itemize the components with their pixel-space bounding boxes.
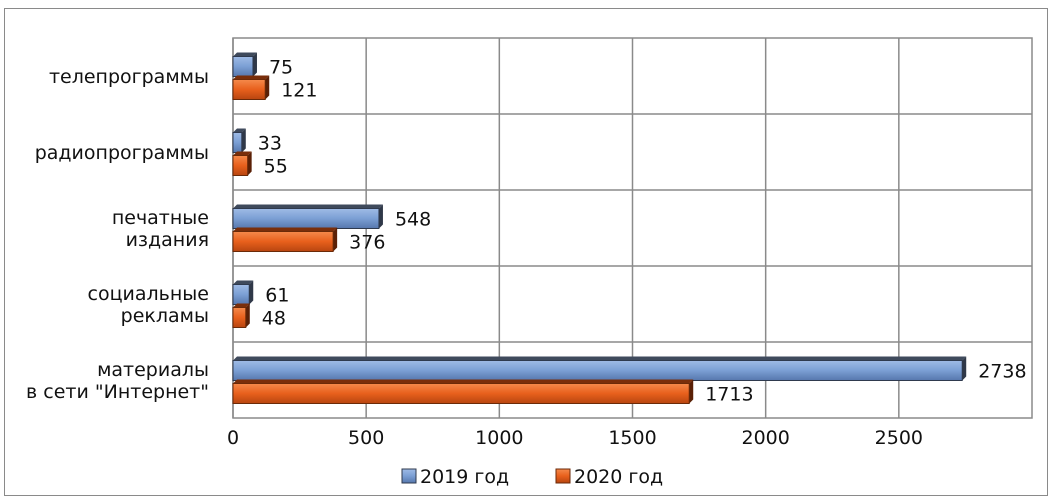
category-label: издания	[126, 229, 209, 251]
bar-2020	[232, 75, 270, 100]
x-tick-label: 500	[348, 427, 384, 449]
bar-top-face	[233, 280, 254, 285]
bar-side-face	[265, 75, 270, 100]
legend-label: 2020 год	[574, 466, 663, 488]
category-label: рекламы	[121, 305, 209, 327]
bar-top-face	[233, 52, 257, 57]
data-label: 2738	[978, 361, 1026, 383]
bar-front-face	[232, 231, 334, 252]
x-tick-label: 1500	[608, 427, 656, 449]
bar-2020	[232, 379, 694, 404]
x-tick-label: 2000	[741, 427, 789, 449]
bar-2019	[232, 52, 257, 77]
category-label: радиопрограммы	[35, 142, 209, 164]
bar-top-face	[233, 303, 250, 308]
data-label: 75	[269, 57, 293, 79]
bar-side-face	[252, 52, 257, 77]
category-label: телепрограммы	[49, 66, 209, 88]
bars	[232, 52, 967, 404]
x-tick-label: 1000	[475, 427, 523, 449]
bar-side-face	[378, 204, 383, 229]
category-label: печатные	[112, 207, 209, 229]
bar-top-face	[233, 204, 383, 209]
chart-frame	[4, 8, 1048, 496]
legend-item: 2019 год	[401, 466, 509, 488]
bar-front-face	[232, 208, 380, 229]
data-label: 376	[349, 232, 385, 254]
legend-swatch	[401, 468, 417, 484]
bar-top-face	[233, 75, 270, 80]
bar-front-face	[232, 79, 266, 100]
bar-front-face	[232, 383, 690, 404]
bar-top-face	[233, 151, 252, 156]
bar-2019	[232, 280, 254, 305]
bar-top-face	[233, 227, 338, 232]
bar-front-face	[232, 307, 247, 328]
x-tick-labels: 0 500 1000 1500 2000 2500	[227, 427, 923, 449]
bar-2020	[232, 227, 338, 252]
legend-item: 2020 год	[555, 466, 663, 488]
gridlines	[232, 38, 1032, 418]
bar-top-face	[233, 356, 967, 361]
bar-2020	[232, 303, 250, 328]
data-label: 48	[262, 308, 286, 330]
bar-side-face	[241, 128, 246, 153]
bar-2019	[232, 204, 383, 229]
bar-side-face	[962, 356, 967, 381]
category-label: в сети "Интернет"	[26, 381, 209, 403]
bar-top-face	[233, 379, 694, 384]
bar-side-face	[249, 280, 254, 305]
data-label: 61	[265, 285, 289, 307]
category-labels: телепрограммы радиопрограммы печатныеиздан…	[26, 66, 209, 403]
bar-front-face	[232, 360, 963, 381]
x-tick-label: 2500	[875, 427, 923, 449]
bar-side-face	[245, 303, 250, 328]
bar-front-face	[232, 155, 249, 176]
data-label: 1713	[705, 384, 753, 406]
data-label: 55	[264, 156, 288, 178]
data-label: 33	[258, 133, 282, 155]
bar-side-face	[247, 151, 252, 176]
category-label: социальные	[88, 283, 209, 305]
bar-side-face	[689, 379, 694, 404]
data-label: 548	[395, 209, 431, 231]
data-label: 121	[281, 80, 317, 102]
bar-top-face	[233, 128, 246, 133]
bar-2019	[232, 128, 246, 153]
x-tick-label: 0	[227, 427, 239, 449]
legend-label: 2019 год	[420, 466, 509, 488]
category-label: материалы	[97, 359, 209, 381]
bar-front-face	[232, 132, 243, 153]
bar-front-face	[232, 284, 250, 305]
bar-front-face	[232, 56, 254, 77]
bar-side-face	[333, 227, 338, 252]
bar-2019	[232, 356, 967, 381]
legend-swatch	[555, 468, 571, 484]
bar-2020	[232, 151, 252, 176]
legend: 2019 год 2020 год	[401, 466, 663, 488]
